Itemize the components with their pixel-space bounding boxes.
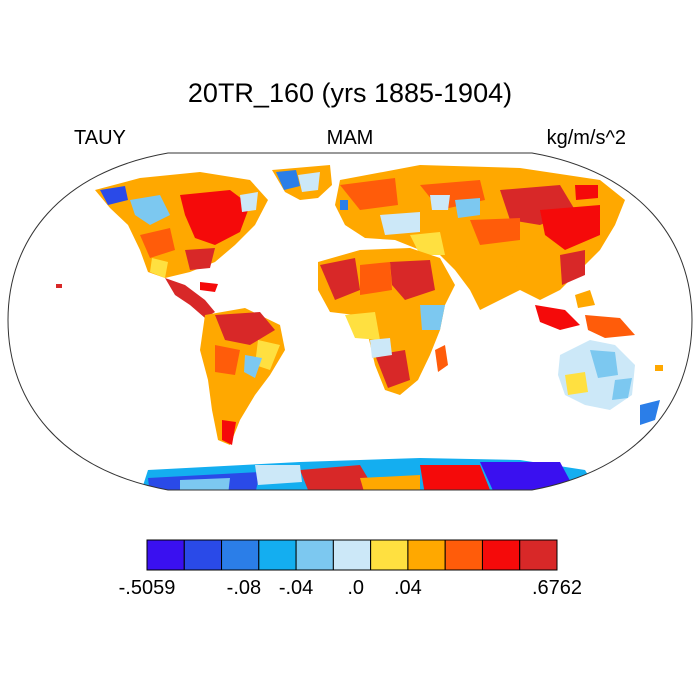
south-america-region: [200, 308, 285, 445]
hawaii-marker: [56, 284, 62, 288]
uk-marker: [340, 200, 348, 210]
season-label: MAM: [326, 127, 374, 149]
central-america-region: [165, 278, 218, 318]
colorbar-label-3: .0: [347, 577, 364, 599]
madagascar-region: [435, 345, 448, 372]
colorbar-box-4: [295, 539, 334, 571]
colorbar-box-7: [407, 539, 446, 571]
colorbar-box-0: [146, 539, 185, 571]
new-zealand-region: [640, 400, 660, 425]
eurasia-region: [335, 165, 625, 310]
map-boundary: [7, 152, 693, 491]
colorbar-box-10: [519, 539, 558, 571]
map-field: [56, 165, 663, 490]
colorbar-label-5: .6762: [532, 577, 582, 599]
colorbar-box-1: [183, 539, 223, 571]
colorbar-box-3: [258, 539, 297, 571]
colorbar-box-5: [332, 539, 372, 571]
colorbar-label-1: -.08: [227, 577, 261, 599]
colorbar-label-4: .04: [394, 577, 422, 599]
colorbar-box-8: [444, 539, 483, 571]
variable-label: TAUY: [74, 127, 126, 149]
plot-title: 20TR_160 (yrs 1885-1904): [187, 78, 513, 108]
greenland-region: [272, 165, 332, 200]
north-america-region: [95, 172, 268, 278]
maritime-continent-region: [535, 290, 635, 338]
colorbar-box-2: [221, 539, 260, 571]
australia-region: [558, 340, 635, 410]
colorbar-box-6: [370, 539, 409, 571]
africa-region: [318, 248, 455, 395]
colorbar-label-2: -.04: [279, 577, 313, 599]
colorbar-box-9: [481, 539, 521, 571]
colorbar-label-0: -.5059: [119, 577, 176, 599]
indonesia-east-marker: [655, 365, 663, 371]
units-label: kg/m/s^2: [546, 127, 626, 149]
